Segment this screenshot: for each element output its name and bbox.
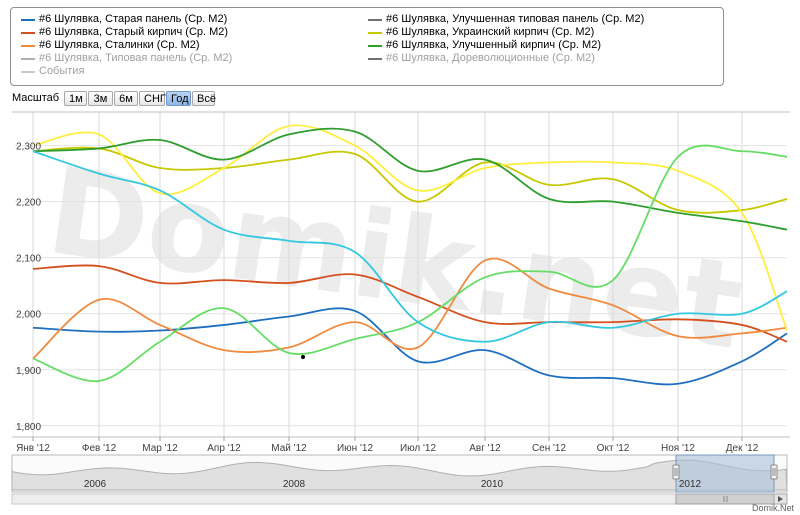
legend-label: События — [39, 65, 85, 77]
navigator-handle[interactable] — [770, 464, 778, 480]
arrow-right-icon — [778, 496, 783, 502]
legend-label: #6 Шулявка, Типовая панель (Ср. М2) — [39, 52, 233, 64]
y-tick-label: 1,800 — [16, 422, 41, 433]
series-line[interactable] — [32, 150, 788, 343]
zoom-button[interactable]: 6м — [114, 91, 138, 106]
hover-marker — [301, 355, 305, 359]
legend-swatch — [21, 19, 35, 21]
navigator-year-label: 2012 — [679, 479, 702, 490]
y-tick-label: 2,300 — [16, 142, 41, 153]
legend-swatch — [368, 19, 382, 21]
x-tick-label: Дек '12 — [726, 443, 759, 454]
legend-item[interactable]: #6 Шулявка, Украинский кирпич (Ср. М2) — [368, 26, 698, 39]
legend-swatch — [21, 71, 35, 73]
legend-item[interactable]: #6 Шулявка, Сталинки (Ср. М2) — [21, 39, 351, 52]
credit: Domik.Net — [751, 503, 794, 513]
zoom-button[interactable]: Год — [166, 91, 191, 106]
zoom-label: Масштаб — [12, 92, 60, 104]
x-tick-label: Фев '12 — [82, 443, 117, 454]
legend-swatch — [21, 32, 35, 34]
legend-swatch — [21, 45, 35, 47]
x-tick-label: Окт '12 — [597, 443, 630, 454]
legend-item[interactable]: #6 Шулявка, Старая панель (Ср. М2) — [21, 13, 351, 26]
navigator-handle[interactable] — [672, 464, 680, 480]
navigator-year-label: 2008 — [283, 479, 306, 490]
zoom-button[interactable]: 3м — [88, 91, 113, 106]
legend-item[interactable]: События — [21, 65, 351, 78]
series-line[interactable] — [32, 144, 788, 382]
series-line[interactable] — [32, 257, 788, 360]
legend-swatch — [21, 58, 35, 60]
x-tick-label: Июл '12 — [400, 443, 437, 454]
legend-label: #6 Шулявка, Старая панель (Ср. М2) — [39, 13, 228, 25]
series-line[interactable] — [32, 146, 788, 214]
navigator-year-label: 2006 — [84, 479, 107, 490]
legend-label: #6 Шулявка, Дореволюционные (Ср. М2) — [386, 52, 595, 64]
series-line[interactable] — [32, 264, 788, 343]
y-tick-label: 1,900 — [16, 366, 41, 377]
x-tick-label: Янв '12 — [16, 443, 50, 454]
legend-label: #6 Шулявка, Старый кирпич (Ср. М2) — [39, 26, 229, 38]
zoom-button[interactable]: Всё — [192, 91, 216, 106]
series-line[interactable] — [32, 307, 788, 386]
x-tick-label: Ноя '12 — [661, 443, 695, 454]
scrollbar-track[interactable] — [11, 493, 788, 505]
legend-swatch — [368, 32, 382, 34]
legend: #6 Шулявка, Старая панель (Ср. М2) #6 Шул… — [10, 7, 724, 86]
legend-label: #6 Шулявка, Улучшенный кирпич (Ср. М2) — [386, 39, 601, 51]
zoom-button[interactable]: СНГ — [139, 91, 166, 106]
x-tick-label: Мар '12 — [142, 443, 178, 454]
x-tick-label: Апр '12 — [207, 443, 241, 454]
x-tick-label: Сен '12 — [532, 443, 567, 454]
legend-swatch — [368, 58, 382, 60]
legend-item[interactable]: #6 Шулявка, Улучшенный кирпич (Ср. М2) — [368, 39, 698, 52]
legend-item[interactable]: #6 Шулявка, Типовая панель (Ср. М2) — [21, 52, 351, 65]
legend-label: #6 Шулявка, Улучшенная типовая панель (С… — [386, 13, 645, 25]
x-tick-label: Май '12 — [271, 443, 307, 454]
y-tick-label: 2,200 — [16, 198, 41, 209]
y-tick-label: 2,000 — [16, 310, 41, 321]
y-tick-label: 2,100 — [16, 254, 41, 265]
legend-item[interactable]: #6 Шулявка, Улучшенная типовая панель (С… — [368, 13, 698, 26]
navigator-year-label: 2010 — [481, 479, 504, 490]
series-line[interactable] — [32, 124, 788, 331]
series-line[interactable] — [32, 127, 788, 231]
navigator-series — [11, 459, 788, 491]
x-tick-label: Июн '12 — [337, 443, 373, 454]
zoom-button[interactable]: 1м — [64, 91, 87, 106]
legend-swatch — [368, 45, 382, 47]
legend-item[interactable]: #6 Шулявка, Старый кирпич (Ср. М2) — [21, 26, 351, 39]
legend-label: #6 Шулявка, Сталинки (Ср. М2) — [39, 39, 200, 51]
x-tick-label: Авг '12 — [469, 443, 501, 454]
legend-label: #6 Шулявка, Украинский кирпич (Ср. М2) — [386, 26, 595, 38]
legend-item[interactable]: #6 Шулявка, Дореволюционные (Ср. М2) — [368, 52, 698, 65]
